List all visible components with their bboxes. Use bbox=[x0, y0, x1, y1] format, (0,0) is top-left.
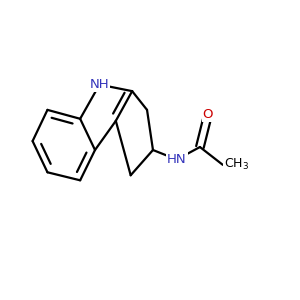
Text: O: O bbox=[203, 108, 213, 122]
Text: NH: NH bbox=[90, 78, 109, 91]
Text: HN: HN bbox=[167, 153, 187, 166]
Text: CH$_3$: CH$_3$ bbox=[224, 157, 249, 172]
